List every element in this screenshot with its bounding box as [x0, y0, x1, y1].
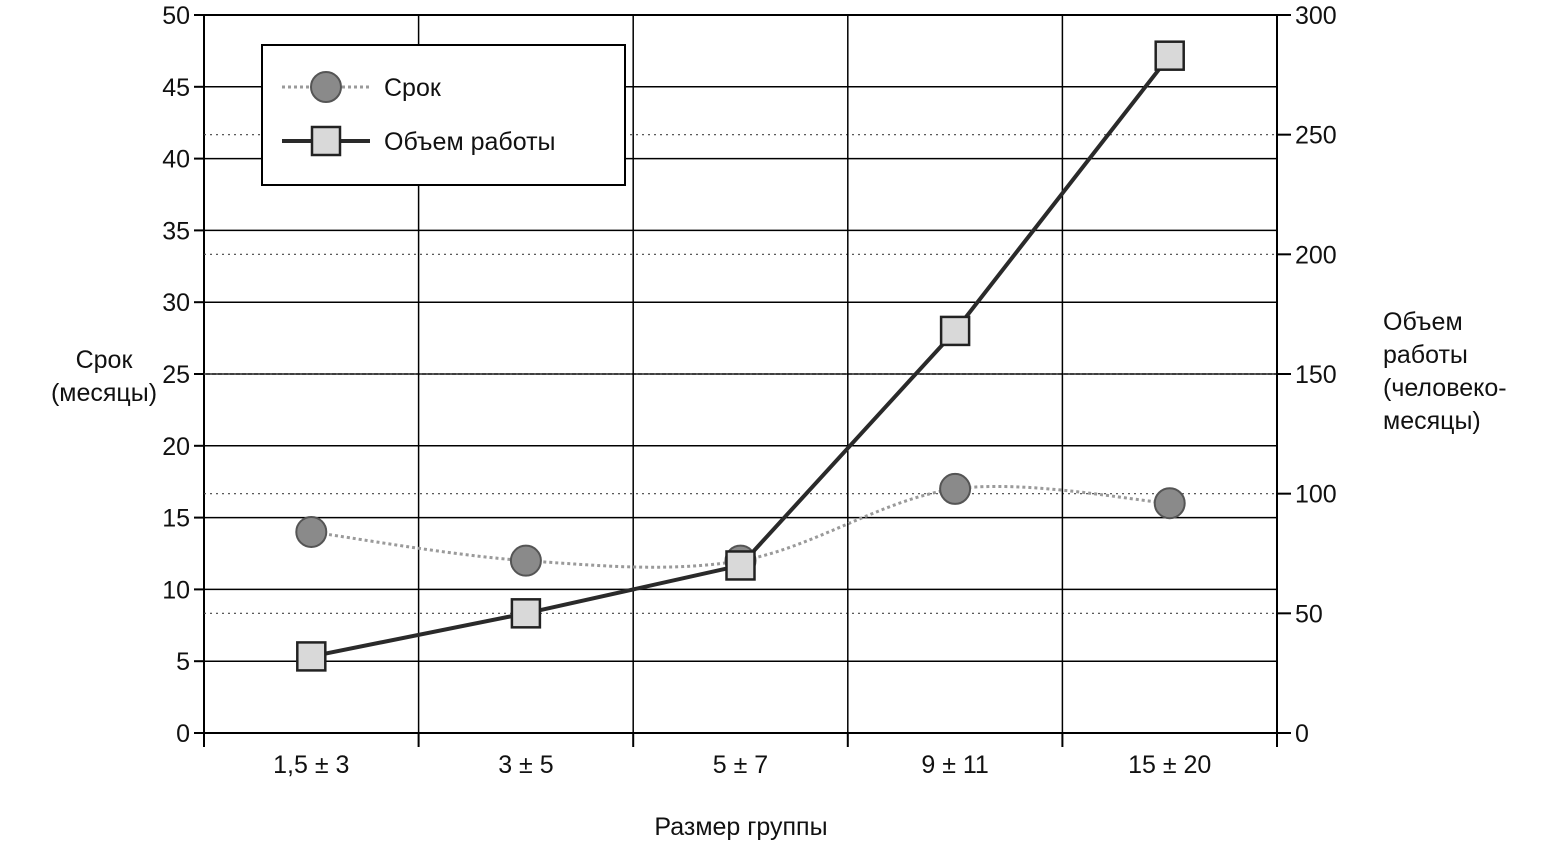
y-right-tick-label: 250: [1295, 122, 1337, 150]
y-left-tick-label: 40: [162, 146, 190, 174]
axis-layer: 1,5 ± 3 3 ± 5 5 ± 7 9 ± 11 15 ± 20 0 5 10 15 20 25…: [162, 2, 1337, 779]
y-right-axis-title: месяцы): [1383, 407, 1481, 435]
x-tick-label: 3 ± 5: [498, 751, 553, 779]
label-layer: Размер группы Срок (месяцы) Объем работы (чел…: [51, 308, 1507, 841]
data-point-srok: [509, 544, 542, 577]
data-point-srok: [1153, 487, 1186, 520]
y-right-tick-label: 100: [1295, 481, 1337, 509]
data-point-obem: [510, 598, 542, 629]
data-point-srok: [295, 515, 328, 548]
data-point-obem: [1154, 40, 1185, 71]
y-right-axis-title: (человеко-: [1383, 374, 1507, 402]
legend-box: [261, 44, 626, 186]
x-tick-label: 1,5 ± 3: [273, 751, 349, 779]
y-left-axis-title: Срок: [76, 346, 134, 374]
y-left-tick-label: 45: [162, 74, 190, 102]
legend-label: Срок: [384, 74, 442, 102]
y-right-tick-label: 200: [1295, 241, 1337, 269]
y-left-tick-label: 15: [162, 505, 190, 533]
data-point-srok: [939, 472, 972, 505]
x-axis-title: Размер группы: [654, 813, 827, 841]
y-right-axis-title: Объем: [1383, 308, 1463, 336]
data-point-obem: [725, 550, 756, 581]
x-tick-label: 5 ± 7: [713, 751, 768, 779]
y-left-axis-title: (месяцы): [51, 379, 157, 407]
y-left-tick-label: 50: [162, 2, 190, 30]
legend: Срок Объем работы: [261, 44, 626, 186]
x-tick-label: 15 ± 20: [1128, 751, 1211, 779]
y-right-tick-label: 0: [1295, 720, 1309, 748]
y-left-tick-label: 30: [162, 289, 190, 317]
x-tick-label: 9 ± 11: [921, 751, 988, 779]
y-right-tick-label: 300: [1295, 2, 1337, 30]
y-left-tick-label: 25: [162, 361, 190, 389]
legend-swatch-square: [310, 125, 342, 157]
grid-layer: [203, 14, 1278, 734]
data-point-obem: [296, 641, 327, 672]
y-left-tick-label: 0: [176, 720, 190, 748]
series-line-srok: [311, 484, 1170, 569]
legend-swatch-circle: [310, 71, 342, 103]
y-left-tick-label: 5: [176, 648, 190, 676]
y-left-tick-label: 20: [162, 433, 190, 461]
series-layer: [295, 40, 1186, 672]
y-right-tick-label: 50: [1295, 600, 1323, 628]
y-right-tick-label: 150: [1295, 361, 1337, 389]
y-left-tick-label: 10: [162, 576, 190, 604]
legend-label: Объем работы: [384, 128, 556, 156]
y-right-axis-title: работы: [1383, 341, 1468, 369]
data-point-obem: [939, 315, 971, 347]
y-left-tick-label: 35: [162, 217, 190, 245]
